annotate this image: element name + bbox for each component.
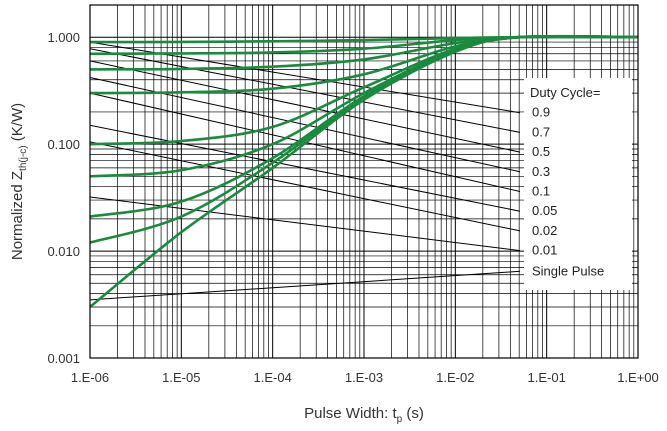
y-axis-label-subscript: th(j-c): [18, 145, 29, 171]
legend: Duty Cycle= 0.9 0.7 0.5 0.3 0.1 0.05 0.02 0.01 S…: [530, 85, 604, 278]
legend-label: 0.02: [532, 223, 557, 238]
y-tick-labels: 0.001 0.010 0.100 1.000: [47, 30, 80, 366]
x-tick-label: 1.E-04: [254, 370, 292, 385]
x-axis-label-main: Pulse Width: t: [304, 405, 397, 422]
reference-line: [89, 124, 521, 212]
reference-line: [89, 141, 521, 232]
legend-label: 0.1: [532, 184, 550, 199]
x-tick-label: 1.E-02: [436, 370, 474, 385]
y-tick-label: 0.001: [47, 351, 80, 366]
legend-label: 0.7: [532, 124, 550, 139]
legend-label: 0.01: [532, 243, 557, 258]
plot-frame: [89, 4, 639, 359]
legend-label: 0.05: [532, 203, 557, 218]
x-axis-label: Pulse Width: tp (s): [304, 405, 424, 425]
reference-line: [89, 270, 521, 301]
x-tick-labels: 1.E-06 1.E-05 1.E-04 1.E-03 1.E-02 1.E-01 1.E+…: [71, 370, 659, 385]
legend-title: Duty Cycle=: [530, 85, 600, 100]
legend-label: Single Pulse: [532, 263, 604, 278]
legend-box: [524, 78, 632, 290]
x-tick-label: 1.E-05: [162, 370, 200, 385]
y-tick-label: 0.010: [47, 244, 80, 259]
legend-label: 0.9: [532, 105, 550, 120]
y-axis-label-main: Normalized Z: [9, 171, 26, 260]
x-tick-label: 1.E-01: [528, 370, 566, 385]
legend-label: 0.3: [532, 164, 550, 179]
x-axis-label-unit: (s): [402, 405, 424, 422]
y-axis-label: Normalized Zth(j-c) (K/W): [9, 103, 29, 260]
legend-label: 0.5: [532, 144, 550, 159]
x-axis-label-subscript: p: [397, 414, 403, 425]
y-tick-label: 0.100: [47, 137, 80, 152]
series-curves: [89, 34, 639, 309]
y-axis-label-unit: (K/W): [9, 103, 26, 146]
x-tick-label: 1.E+00: [617, 370, 659, 385]
series-line: [89, 34, 639, 309]
x-tick-label: 1.E-03: [345, 370, 383, 385]
reference-line: [89, 48, 521, 133]
reference-line: [89, 60, 521, 153]
x-tick-label: 1.E-06: [71, 370, 109, 385]
y-tick-label: 1.000: [47, 30, 80, 45]
